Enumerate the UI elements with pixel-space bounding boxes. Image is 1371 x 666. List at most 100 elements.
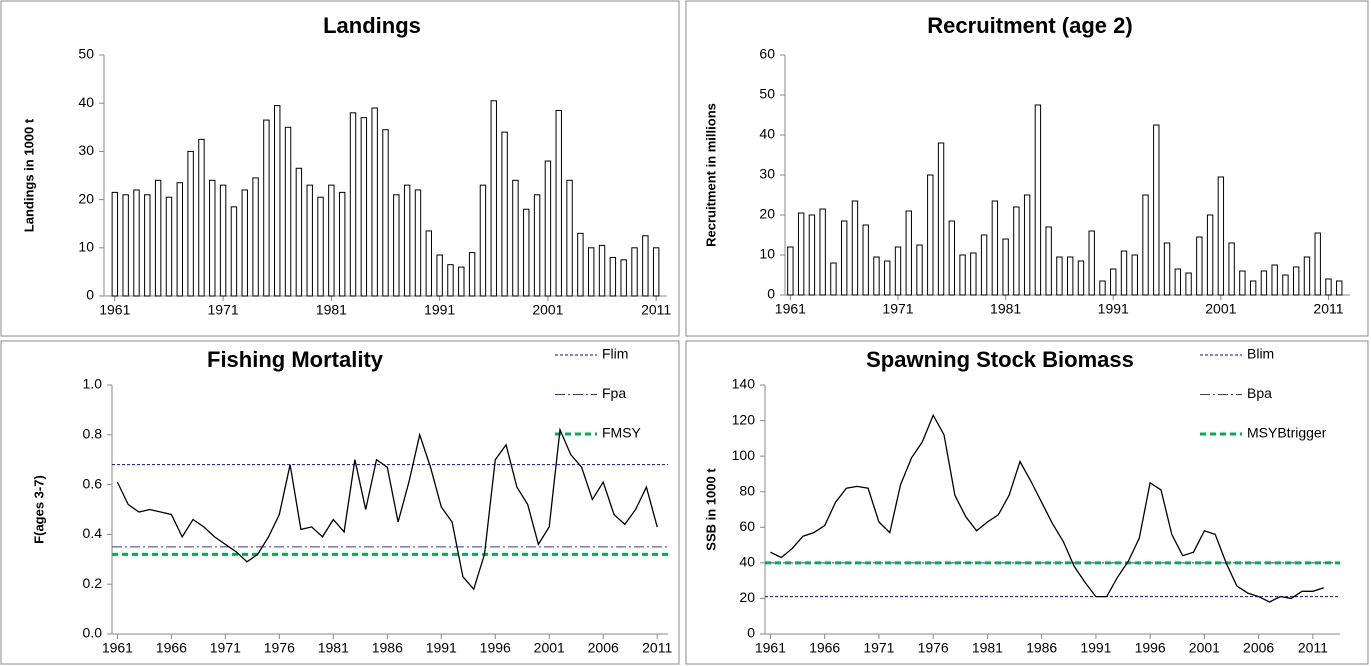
- bar: [360, 117, 368, 297]
- bar: [458, 266, 465, 297]
- bar: [819, 208, 826, 296]
- y-tick-label: 0: [747, 625, 755, 641]
- bar: [927, 174, 934, 296]
- y-axis-label: SSB in 1000 t: [703, 468, 718, 551]
- bar: [512, 179, 519, 297]
- bar: [274, 105, 281, 297]
- bar: [970, 252, 977, 296]
- bar: [523, 208, 530, 297]
- bar: [566, 179, 573, 297]
- bar: [652, 247, 660, 297]
- bar: [959, 254, 966, 296]
- bar: [209, 179, 216, 297]
- bar: [425, 230, 433, 297]
- bar: [1131, 254, 1138, 296]
- bar: [1185, 272, 1192, 296]
- chart-title: Landings: [323, 13, 421, 38]
- chart-title: Spawning Stock Biomass: [866, 347, 1134, 372]
- x-tick-label: 1996: [1135, 640, 1166, 656]
- y-tick-label: 100: [732, 447, 756, 463]
- bar: [1013, 206, 1020, 296]
- bar: [111, 191, 119, 297]
- bar: [1045, 226, 1052, 296]
- bar: [317, 196, 324, 297]
- bar: [937, 142, 945, 296]
- y-tick-label: 10: [759, 246, 775, 262]
- bar: [371, 107, 378, 297]
- x-tick-label: 1981: [972, 640, 1003, 656]
- x-tick-label: 1991: [424, 302, 455, 318]
- bar: [338, 191, 346, 297]
- legend-label: FMSY: [602, 425, 642, 441]
- panel-border: [685, 0, 1369, 337]
- bar: [1217, 176, 1225, 296]
- bar: [295, 167, 303, 297]
- bar: [948, 220, 955, 296]
- y-tick-label: 30: [759, 166, 775, 182]
- y-tick-label: 40: [78, 94, 94, 110]
- x-tick-label: 2011: [1313, 301, 1343, 317]
- x-tick-label: 1976: [918, 640, 949, 656]
- y-tick-label: 140: [732, 376, 756, 392]
- bar: [1153, 124, 1160, 296]
- y-axis-label: Recruitment in millions: [703, 103, 718, 247]
- bar: [382, 129, 389, 297]
- x-tick-label: 1981: [316, 302, 347, 318]
- x-tick-label: 2011: [1298, 640, 1328, 656]
- bar: [1099, 280, 1106, 296]
- bar: [403, 184, 411, 297]
- bar: [894, 246, 902, 296]
- x-tick-label: 2001: [1205, 301, 1236, 317]
- bar: [1077, 260, 1085, 296]
- bar: [588, 247, 595, 297]
- x-tick-label: 1996: [480, 640, 511, 656]
- bar: [1034, 104, 1042, 296]
- bar: [991, 200, 999, 296]
- y-tick-label: 30: [78, 142, 94, 158]
- x-tick-label: 2001: [1189, 640, 1220, 656]
- legend-label: MSYBtrigger: [1247, 425, 1327, 441]
- bar: [479, 184, 487, 297]
- bar: [284, 126, 292, 297]
- bar: [1249, 280, 1257, 296]
- bar: [642, 235, 649, 297]
- bar: [1282, 274, 1289, 296]
- data-line: [116, 427, 658, 591]
- x-tick-label: 1961: [102, 640, 133, 656]
- x-tick-label: 2011: [642, 640, 672, 656]
- data-line: [770, 413, 1324, 603]
- panel-border: [0, 0, 680, 337]
- bar: [905, 210, 912, 296]
- y-tick-label: 60: [759, 46, 775, 62]
- bar: [1196, 236, 1203, 296]
- bar: [1088, 230, 1095, 296]
- legend-label: Fpa: [602, 385, 626, 401]
- bar: [1314, 232, 1321, 296]
- x-tick-label: 1986: [1026, 640, 1057, 656]
- bar: [252, 177, 259, 297]
- bar: [133, 189, 140, 297]
- bar: [787, 246, 794, 296]
- bar: [1239, 270, 1246, 296]
- bar: [436, 254, 443, 297]
- x-tick-label: 1961: [775, 301, 806, 317]
- x-tick-label: 1961: [99, 302, 130, 318]
- y-tick-label: 10: [78, 239, 94, 255]
- y-tick-label: 50: [78, 46, 94, 62]
- bar: [916, 244, 923, 296]
- bar: [555, 109, 562, 297]
- bar: [1142, 194, 1149, 296]
- legend-label: Flim: [602, 346, 628, 362]
- x-tick-label: 1971: [882, 301, 913, 317]
- y-axis-label: F(ages 3-7): [31, 475, 46, 544]
- bar: [1023, 194, 1031, 296]
- legend-label: Blim: [1247, 346, 1274, 362]
- bar: [1110, 268, 1117, 296]
- bar: [447, 264, 454, 297]
- x-tick-label: 1991: [426, 640, 457, 656]
- y-tick-label: 1.0: [83, 376, 103, 392]
- y-tick-label: 40: [759, 126, 775, 142]
- bar: [1336, 280, 1343, 296]
- y-tick-label: 50: [759, 86, 775, 102]
